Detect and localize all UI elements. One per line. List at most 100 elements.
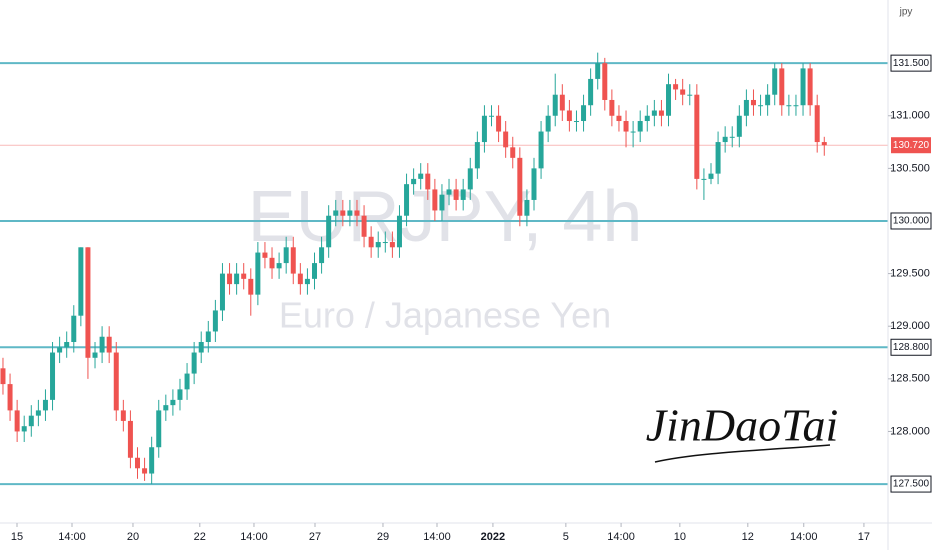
candle-body [127,420,133,458]
candle-body [581,105,587,122]
candle-body [382,242,388,244]
candle-body [14,410,20,432]
candle-body [255,252,261,295]
candle-body [722,136,728,143]
candle-body [219,273,225,311]
candle-body [347,210,353,216]
candle-body [312,263,318,279]
candle-body [496,115,502,132]
candle-body [50,352,56,400]
candle-body [149,447,155,474]
candle-body [552,94,558,116]
x-tick-label: 17 [858,531,870,543]
candle-body [326,215,332,248]
level-label: 131.500 [893,58,930,69]
signature: JinDaoTai [646,400,839,451]
candle-body [368,236,374,248]
candle-body [453,189,459,200]
level-label-box [890,475,932,493]
candle-body [786,105,792,107]
candle-body [467,168,473,190]
candle-body [623,121,629,132]
candle-body [276,263,282,269]
candle-body [85,247,91,358]
candle-body [807,68,813,106]
candle-body [375,242,381,248]
candle-body [142,468,148,474]
candle-body [354,210,360,216]
candle-body [425,173,431,190]
candle-body [666,84,672,116]
candle-body [389,242,395,248]
candle-body [602,63,608,100]
x-tick-label: 14:00 [790,531,818,543]
candle-body [736,115,742,137]
candle-body [531,168,537,200]
candle-body [758,105,764,107]
candle-body [241,273,247,279]
candle-body [800,68,806,106]
candle-body [573,121,579,123]
candle-body [57,347,63,353]
candle-body [163,405,169,411]
y-tick-label: 130.500 [890,162,930,174]
candle-body [205,331,211,343]
candle-body [538,131,544,169]
candle-body [290,247,296,274]
candle-body [644,115,650,122]
candle-body [545,115,551,132]
candle-body [35,410,41,416]
candle-body [297,273,303,285]
candle-body [99,336,105,353]
candle-body [28,415,34,427]
candle-body [113,352,119,411]
x-tick-label: 10 [674,531,686,543]
candle-body [177,389,183,400]
candle-body [411,178,417,185]
x-tick-label: 14:00 [423,531,451,543]
candle-body [7,384,13,411]
candle-body [772,68,778,95]
x-tick-label: 14:00 [240,531,268,543]
candle-body [184,373,190,390]
candle-body [460,189,466,200]
candle-body [396,215,402,248]
x-tick-label: 20 [127,531,139,543]
candle-body [814,105,820,143]
y-tick-label: 128.000 [890,425,930,437]
candle-body [71,315,77,343]
candle-body [234,273,240,285]
level-label: 130.000 [893,216,930,227]
x-tick-label: 27 [309,531,321,543]
candle-body [269,257,275,269]
candle-body [134,457,140,469]
candle-body [283,247,289,264]
x-tick-label: 15 [11,531,23,543]
candle-body [481,115,487,143]
watermark-subtitle: Euro / Japanese Yen [279,295,611,336]
candle-body [446,189,452,195]
candle-body [680,89,686,95]
candle-body [503,131,509,148]
x-tick-label: 14:00 [58,531,86,543]
y-tick-label: 128.500 [890,373,930,385]
candle-body [821,142,827,146]
candle-body [432,189,438,211]
currency-label: jpy [899,7,913,18]
candle-body [333,210,339,216]
candle-body [729,136,735,138]
candle-body [191,352,197,374]
candle-body [64,342,70,348]
candle-body [156,410,162,448]
x-tick-label: 29 [377,531,389,543]
plot-area [0,52,888,486]
candle-body [524,199,530,216]
candle-body [42,399,48,411]
y-tick-label: 129.500 [890,268,930,280]
x-tick-label: 2022 [481,531,505,543]
candle-body [21,426,27,432]
level-label: 128.800 [893,342,930,353]
candle-body [658,110,664,116]
candle-body [609,99,615,116]
